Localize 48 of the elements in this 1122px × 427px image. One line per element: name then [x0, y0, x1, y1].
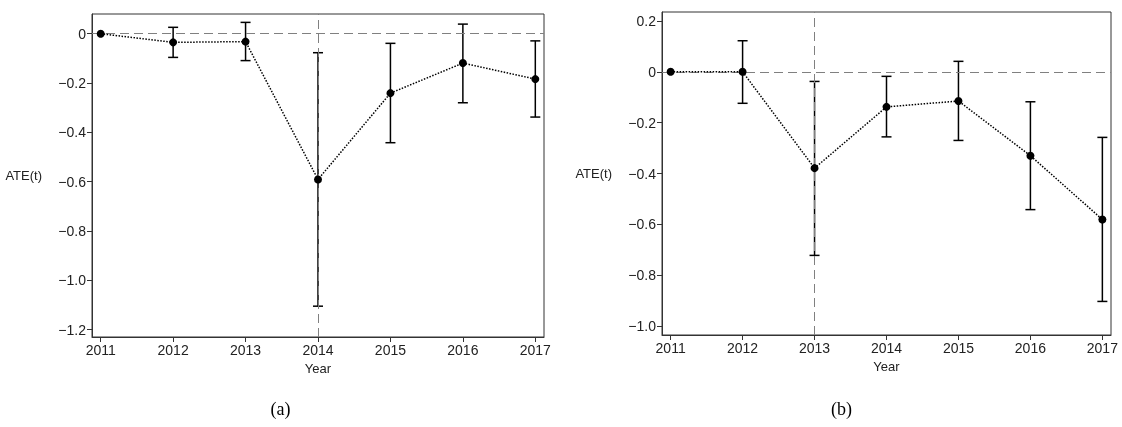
x-axis-title: Year [304, 360, 332, 376]
point [810, 164, 819, 173]
point [954, 97, 963, 106]
point [169, 38, 178, 47]
y-tick-label: −0.6 [58, 173, 87, 190]
y-tick-label: −0.4 [58, 124, 87, 141]
y-axis-title: ATE(t) [5, 168, 42, 183]
x-tick-label: 2011 [85, 342, 116, 358]
text: (b) [831, 399, 852, 420]
y-tick-label: −1.0 [58, 272, 87, 289]
point [314, 175, 322, 184]
point [738, 67, 747, 76]
y-tick-label: −1.0 [628, 318, 657, 335]
x-tick-label: 2013 [798, 340, 831, 356]
x-tick-label: 2015 [942, 340, 975, 356]
y-tick-label: −1.2 [58, 321, 87, 338]
y-axis-title: ATE(t) [575, 166, 612, 181]
point [386, 89, 395, 98]
text: (a) [270, 399, 291, 420]
y-tick-label: −0.8 [58, 222, 87, 239]
point [1026, 151, 1035, 160]
x-tick-label: 2012 [157, 342, 189, 358]
x-tick-label: 2012 [727, 340, 759, 356]
y-tick-label: 0.2 [636, 12, 657, 29]
x-tick-label: 2017 [519, 342, 552, 358]
x-tick-label: 2014 [870, 340, 903, 356]
point [1098, 215, 1107, 224]
x-tick-label: 2017 [1086, 340, 1119, 356]
x-tick-label: 2016 [447, 342, 479, 358]
point [666, 67, 675, 76]
y-tick-label: −0.4 [628, 165, 657, 182]
x-tick-label: 2013 [229, 342, 262, 358]
x-tick-label: 2011 [655, 340, 686, 356]
point [882, 102, 891, 111]
y-tick-label: 0 [648, 63, 657, 80]
point [96, 29, 105, 38]
y-tick-label: −0.6 [628, 216, 657, 233]
y-tick-label: −0.2 [58, 75, 87, 92]
x-axis-title: Year [873, 358, 901, 374]
point [241, 37, 250, 46]
x-tick-label: 2016 [1014, 340, 1047, 356]
x-tick-label: 2015 [374, 342, 407, 358]
y-tick-label: −0.2 [628, 114, 657, 131]
point [458, 59, 467, 68]
y-tick-label: 0 [78, 25, 87, 42]
y-tick-label: −0.8 [628, 267, 657, 284]
point [531, 75, 540, 84]
x-tick-label: 2014 [302, 342, 334, 358]
